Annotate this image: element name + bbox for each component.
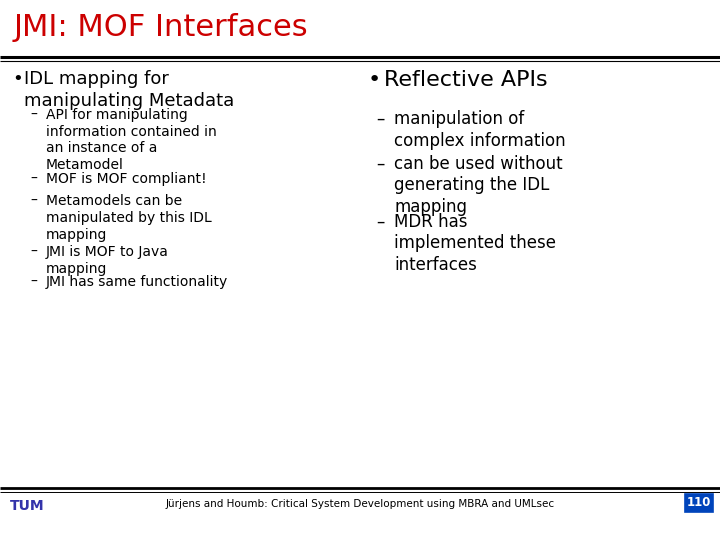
Text: –: – xyxy=(376,155,384,173)
Text: –: – xyxy=(30,275,37,289)
Text: •: • xyxy=(368,70,382,90)
Text: –: – xyxy=(30,194,37,208)
Text: Jürjens and Houmb: Critical System Development using MBRA and UMLsec: Jürjens and Houmb: Critical System Devel… xyxy=(166,499,554,509)
Text: can be used without
generating the IDL
mapping: can be used without generating the IDL m… xyxy=(394,155,562,216)
Text: manipulation of
complex information: manipulation of complex information xyxy=(394,110,566,150)
Text: –: – xyxy=(376,213,384,231)
Text: JMI has same functionality: JMI has same functionality xyxy=(46,275,228,289)
Text: Metamodels can be
manipulated by this IDL
mapping: Metamodels can be manipulated by this ID… xyxy=(46,194,212,241)
Text: 110: 110 xyxy=(687,496,711,510)
Text: MOF is MOF compliant!: MOF is MOF compliant! xyxy=(46,172,207,186)
Text: JMI: MOF Interfaces: JMI: MOF Interfaces xyxy=(14,13,309,42)
Text: –: – xyxy=(30,108,37,122)
Text: API for manipulating
information contained in
an instance of a
Metamodel: API for manipulating information contain… xyxy=(46,108,217,172)
Text: –: – xyxy=(376,110,384,128)
Text: IDL mapping for
manipulating Metadata: IDL mapping for manipulating Metadata xyxy=(24,70,234,110)
Text: –: – xyxy=(30,172,37,186)
Text: –: – xyxy=(30,245,37,259)
Text: JMI is MOF to Java
mapping: JMI is MOF to Java mapping xyxy=(46,245,169,276)
FancyBboxPatch shape xyxy=(685,494,713,512)
Text: TUM: TUM xyxy=(10,499,45,513)
Text: •: • xyxy=(12,70,23,88)
Text: Reflective APIs: Reflective APIs xyxy=(384,70,548,90)
Text: MDR has
implemented these
interfaces: MDR has implemented these interfaces xyxy=(394,213,556,274)
